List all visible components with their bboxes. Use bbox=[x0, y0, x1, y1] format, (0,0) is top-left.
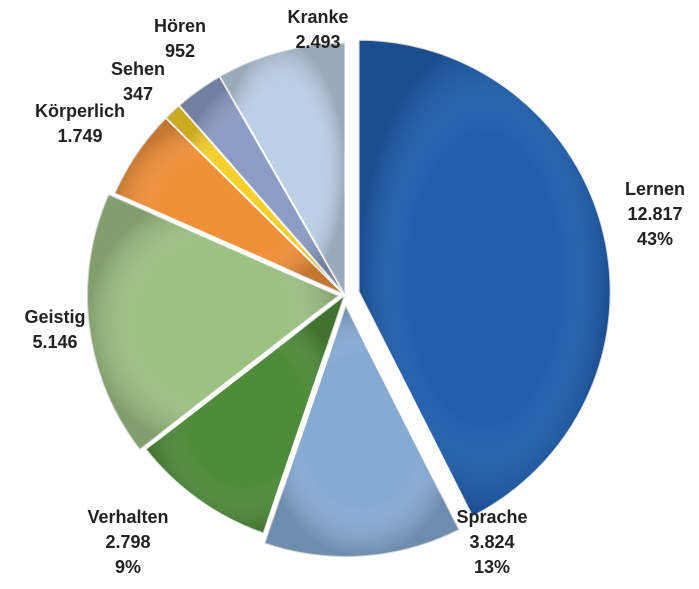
data-label: 5.146 bbox=[32, 332, 77, 352]
data-label: 12.817 bbox=[627, 204, 682, 224]
data-label: 347 bbox=[123, 84, 153, 104]
data-label: Kranke bbox=[287, 7, 348, 27]
data-label: Sprache bbox=[456, 507, 527, 527]
data-label: 9% bbox=[115, 557, 141, 577]
data-label: 43% bbox=[637, 229, 673, 249]
data-label: 2.798 bbox=[105, 532, 150, 552]
data-label: Sehen bbox=[111, 59, 165, 79]
data-label: Geistig bbox=[24, 307, 85, 327]
data-label: 3.824 bbox=[469, 532, 514, 552]
data-label: 13% bbox=[474, 557, 510, 577]
data-label: 2.493 bbox=[295, 32, 340, 52]
data-label: Verhalten bbox=[87, 507, 168, 527]
data-label: Körperlich bbox=[35, 101, 125, 121]
data-label: 1.749 bbox=[57, 126, 102, 146]
data-label: Lernen bbox=[625, 179, 685, 199]
data-label: 952 bbox=[165, 41, 195, 61]
data-label: Hören bbox=[154, 16, 206, 36]
